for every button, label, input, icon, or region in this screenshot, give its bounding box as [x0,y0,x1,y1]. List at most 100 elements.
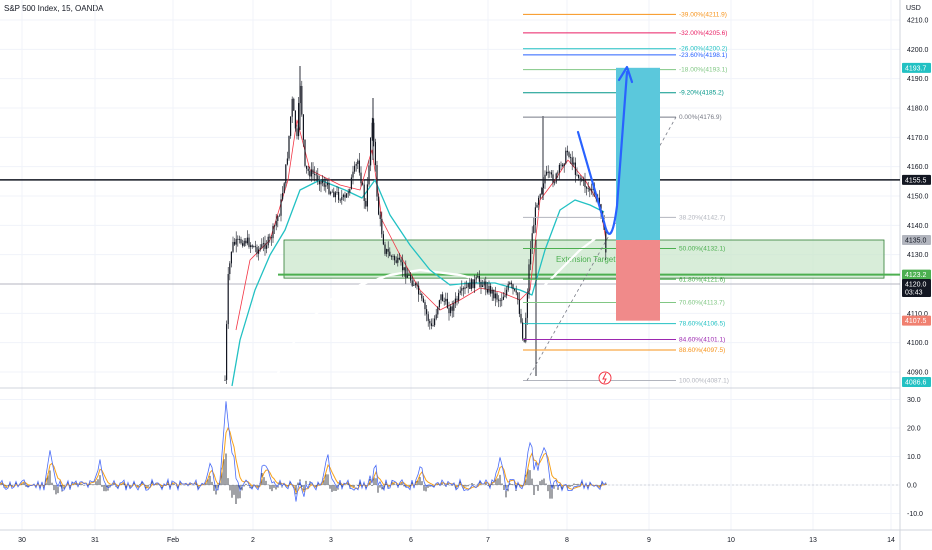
candle [493,289,495,299]
candle [410,275,412,281]
candle [426,309,428,315]
candle [419,293,421,295]
lightning-icon [602,372,607,384]
candle [571,157,573,165]
candle [240,239,242,244]
osc-tick-label: 10.0 [907,454,921,461]
long-position [576,65,660,385]
candle [491,289,493,294]
candle [576,174,578,176]
osc-tick-label: 30.0 [907,397,921,404]
candle [475,277,477,280]
candle [485,281,487,290]
candle [590,189,592,191]
candle [306,165,308,169]
candle [573,162,575,165]
price-badge [902,279,931,297]
candle [539,194,541,198]
candle [563,163,565,167]
candle [280,199,282,216]
candle [547,171,549,173]
candle [291,98,293,117]
time-tick-label: 30 [18,537,26,544]
candle [502,296,504,300]
fib-label: 100.00%(4087.1) [679,378,729,385]
candle [304,139,306,166]
candle [376,165,378,197]
symbol-title[interactable]: S&P 500 Index, 15, OANDA [4,4,104,13]
price-badge-text: 4120.0 [905,282,927,289]
candle [411,280,413,286]
candle [362,183,364,185]
candle [269,236,271,238]
candle [286,158,288,165]
candle [469,283,471,289]
candle [461,288,463,291]
candle [429,320,431,324]
candle [330,192,332,194]
fib-label: 78.60%(4106.5) [679,321,725,328]
price-tick-label: 4150.0 [907,194,929,201]
time-tick-label: 7 [486,537,490,544]
axes: 4090.0 4100.0 4110.0 4120.0 4130.0 4140.0 4150… [18,18,928,545]
candle [578,174,580,178]
fib-label: 38.20%(4142.7) [679,214,725,221]
price-badge-text: 4123.2 [905,272,927,279]
candle [262,243,264,245]
candle [261,244,263,248]
candle [368,165,370,185]
candle [338,191,340,200]
candle [498,299,500,301]
ma-teal [231,179,605,387]
candle [294,110,296,129]
price-badge-text: 4086.6 [905,379,927,386]
candle [598,197,600,205]
candle [581,178,583,181]
candle [494,293,496,299]
candle [363,184,365,201]
candle [605,229,607,253]
candle [421,293,423,299]
position-stop-zone [616,240,660,321]
candle [557,172,559,174]
candle [438,300,440,307]
candle [458,293,460,301]
candle [394,256,396,261]
candle [384,244,386,254]
time-tick-label: 31 [91,537,99,544]
price-tick-label: 4160.0 [907,164,929,171]
fib-label: -26.00%(4200.2) [679,46,727,53]
price-labels: 4193.7 4155.5 4135.0 4123.2 4120.003:43 4107.… [902,62,931,387]
candle [453,303,455,311]
time-tick-label: 2 [251,537,255,544]
candle [517,292,519,300]
candle [413,285,415,287]
candle [579,177,581,179]
candle [357,160,359,164]
candle [456,298,458,301]
candle [510,282,512,285]
price-badge-text: 4155.5 [905,177,927,184]
candle [509,282,511,285]
candle [354,165,356,172]
candle [531,233,533,249]
candle [587,188,589,190]
price-badge [902,376,931,387]
candle [520,313,522,323]
candle [446,298,448,309]
candle [342,194,344,198]
candle [536,204,538,208]
candle [256,247,258,254]
extension-zone: Extension Target [0,179,900,285]
countdown-text: 03:43 [905,290,923,297]
candle [328,182,330,194]
candle [400,259,402,263]
candle [251,245,253,248]
fib-label: 50.00%(4132.1) [679,246,725,253]
candle [326,182,328,186]
candle [346,193,348,198]
fibonacci-levels: -39.00%(4211.9) -32.00%(4205.6) -26.00%(42… [523,11,729,385]
candle [474,279,476,289]
candle [592,188,594,190]
